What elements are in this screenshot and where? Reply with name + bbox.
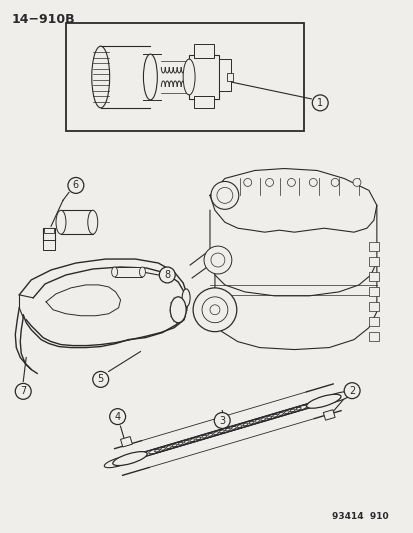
Circle shape xyxy=(204,246,231,274)
Circle shape xyxy=(109,409,125,425)
Ellipse shape xyxy=(183,59,195,95)
Ellipse shape xyxy=(112,267,117,277)
Ellipse shape xyxy=(104,456,133,467)
Circle shape xyxy=(68,177,83,193)
Circle shape xyxy=(211,253,224,267)
Circle shape xyxy=(192,288,236,332)
Bar xyxy=(143,54,161,100)
Text: 1: 1 xyxy=(316,98,323,108)
Bar xyxy=(44,228,54,233)
Bar xyxy=(323,410,334,420)
Ellipse shape xyxy=(56,211,66,234)
Text: 3: 3 xyxy=(218,416,225,425)
Ellipse shape xyxy=(139,267,145,277)
Circle shape xyxy=(343,383,359,399)
Ellipse shape xyxy=(182,289,190,307)
Text: 8: 8 xyxy=(164,270,170,280)
Text: 93414  910: 93414 910 xyxy=(331,512,388,521)
Bar xyxy=(194,44,214,58)
Ellipse shape xyxy=(306,394,340,408)
Ellipse shape xyxy=(88,211,97,234)
Ellipse shape xyxy=(92,46,109,108)
Circle shape xyxy=(159,267,175,283)
Circle shape xyxy=(309,179,316,187)
Bar xyxy=(368,302,378,311)
Circle shape xyxy=(93,372,108,387)
Ellipse shape xyxy=(322,392,351,403)
Text: 5: 5 xyxy=(97,374,104,384)
Circle shape xyxy=(330,179,338,187)
Bar xyxy=(100,46,150,108)
Bar xyxy=(194,96,214,108)
Bar xyxy=(114,267,142,277)
Ellipse shape xyxy=(170,297,186,322)
Text: 14−910B: 14−910B xyxy=(11,13,75,26)
Bar xyxy=(66,23,304,131)
Bar xyxy=(368,287,378,296)
Bar xyxy=(120,437,132,447)
Bar xyxy=(61,211,93,234)
Text: 7: 7 xyxy=(20,386,26,397)
Bar xyxy=(43,240,55,250)
Circle shape xyxy=(243,179,251,187)
Circle shape xyxy=(352,179,360,187)
Bar xyxy=(226,73,232,81)
Bar xyxy=(43,228,55,242)
Bar xyxy=(368,257,378,266)
Bar xyxy=(189,55,218,99)
Circle shape xyxy=(216,188,232,203)
Bar xyxy=(368,272,378,281)
Bar xyxy=(368,242,378,251)
Circle shape xyxy=(214,413,230,429)
Ellipse shape xyxy=(143,54,157,100)
Bar xyxy=(218,59,230,91)
Text: 6: 6 xyxy=(73,181,79,190)
Ellipse shape xyxy=(113,451,147,465)
Circle shape xyxy=(287,179,295,187)
Circle shape xyxy=(209,305,219,315)
Bar xyxy=(368,317,378,326)
Text: 4: 4 xyxy=(114,411,121,422)
Circle shape xyxy=(202,297,227,322)
Circle shape xyxy=(211,181,238,209)
Circle shape xyxy=(265,179,273,187)
Bar xyxy=(368,332,378,341)
Text: 2: 2 xyxy=(348,386,354,395)
Circle shape xyxy=(311,95,328,111)
Circle shape xyxy=(15,383,31,399)
